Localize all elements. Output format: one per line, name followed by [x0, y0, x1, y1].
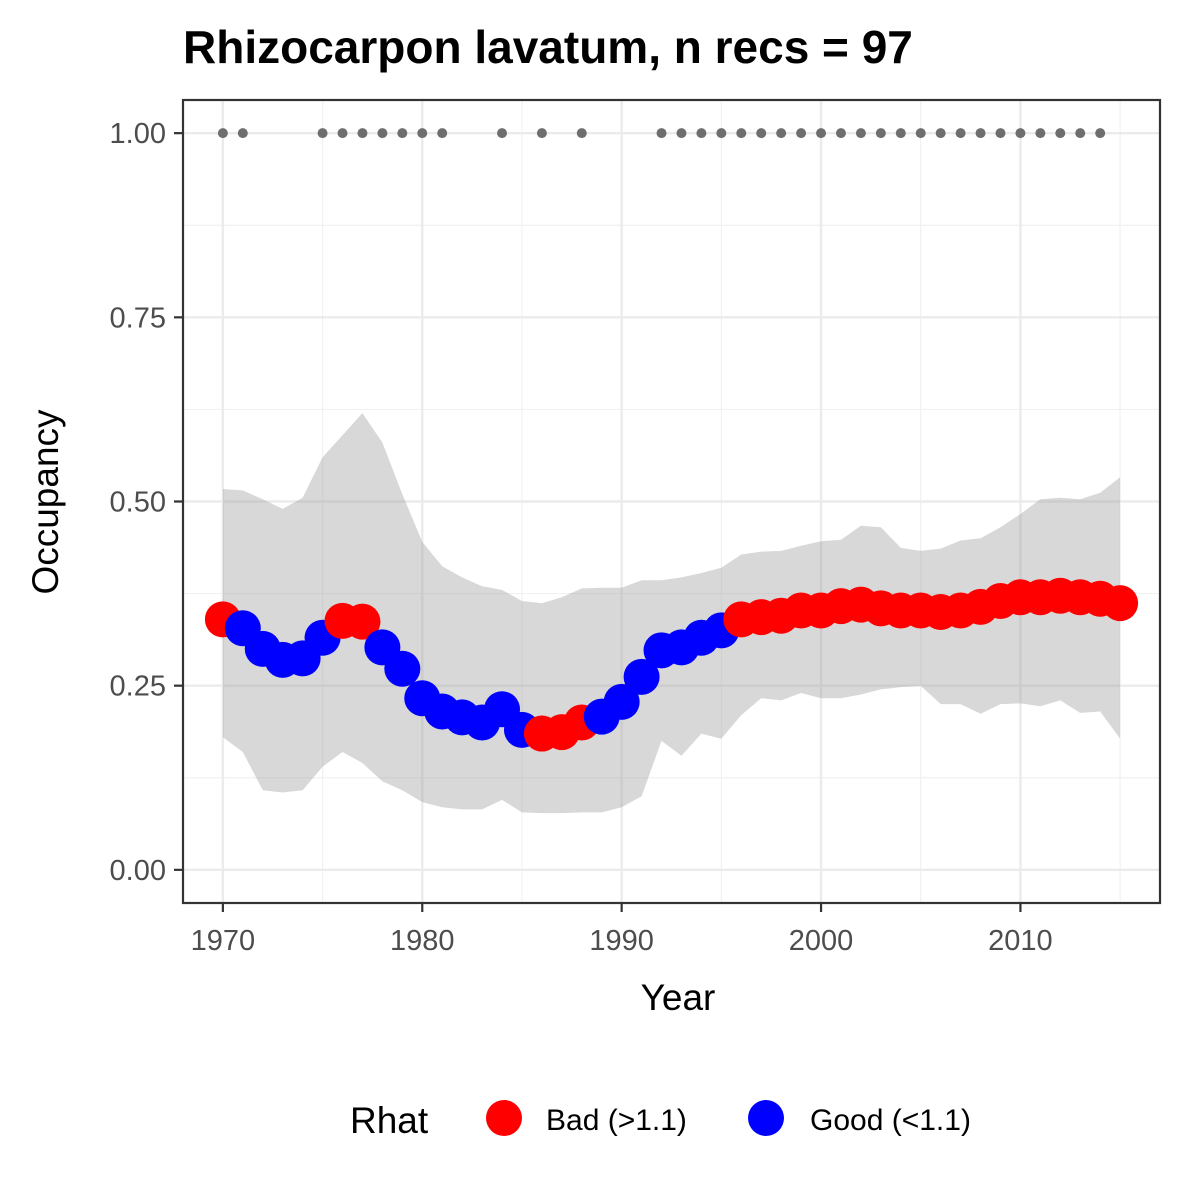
legend-label-good: Good (<1.1): [810, 1104, 971, 1137]
y-tick-label: 0.50: [110, 487, 166, 519]
occupancy-point: [603, 683, 640, 720]
record-point: [217, 128, 228, 139]
x-tick-label: 1990: [589, 925, 654, 957]
legend-swatch-good: [748, 1100, 784, 1136]
record-point: [716, 128, 727, 139]
record-point: [1075, 128, 1086, 139]
record-point: [317, 128, 328, 139]
record-point: [1095, 128, 1106, 139]
x-tick-label: 2000: [789, 925, 854, 957]
record-point: [776, 128, 787, 139]
record-point: [1035, 128, 1046, 139]
record-point: [736, 128, 747, 139]
record-point: [576, 128, 587, 139]
y-axis: 0.00 0.25 0.50 0.75 1.00: [110, 118, 183, 887]
chart-title: Rhizocarpon lavatum, n recs = 97: [183, 21, 913, 73]
record-point: [935, 128, 946, 139]
record-point: [497, 128, 508, 139]
record-point: [337, 128, 348, 139]
record-point: [676, 128, 687, 139]
legend-swatch-bad: [486, 1100, 522, 1136]
y-tick-label: 0.75: [110, 302, 166, 334]
legend: Rhat Bad (>1.1) Good (<1.1): [350, 1100, 971, 1141]
record-point: [536, 128, 547, 139]
y-tick-label: 0.25: [110, 671, 166, 703]
record-point: [855, 128, 866, 139]
x-tick-label: 2010: [988, 925, 1053, 957]
occupancy-point: [344, 603, 381, 640]
record-point: [816, 128, 827, 139]
legend-title: Rhat: [350, 1100, 429, 1141]
record-point: [237, 128, 248, 139]
record-point: [995, 128, 1006, 139]
plot-panel: [181, 98, 1162, 905]
occupancy-point: [1102, 585, 1139, 622]
x-axis: 1970 1980 1990 2000 2010: [191, 903, 1053, 957]
x-tick-label: 1970: [191, 925, 256, 957]
occupancy-point: [623, 658, 660, 695]
record-point: [895, 128, 906, 139]
y-axis-title: Occupancy: [25, 409, 66, 595]
legend-label-bad: Bad (>1.1): [546, 1104, 687, 1137]
record-point: [875, 128, 886, 139]
record-point: [357, 128, 368, 139]
record-point: [975, 128, 986, 139]
record-point: [377, 128, 388, 139]
record-point: [397, 128, 408, 139]
y-tick-label: 0.00: [110, 855, 166, 887]
record-point: [437, 128, 448, 139]
record-point: [1055, 128, 1066, 139]
record-point: [696, 128, 707, 139]
record-point: [656, 128, 667, 139]
y-tick-label: 1.00: [110, 118, 166, 150]
record-point: [915, 128, 926, 139]
occupancy-point: [384, 650, 421, 687]
x-tick-label: 1980: [390, 925, 455, 957]
x-axis-title: Year: [641, 977, 716, 1018]
record-point: [1015, 128, 1026, 139]
record-point: [756, 128, 767, 139]
record-point: [835, 128, 846, 139]
record-point: [417, 128, 428, 139]
record-point: [955, 128, 966, 139]
record-point: [796, 128, 807, 139]
